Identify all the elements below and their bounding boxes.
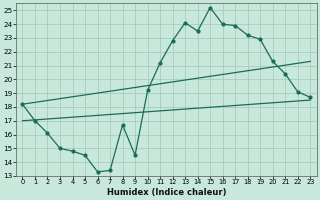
- X-axis label: Humidex (Indice chaleur): Humidex (Indice chaleur): [107, 188, 226, 197]
